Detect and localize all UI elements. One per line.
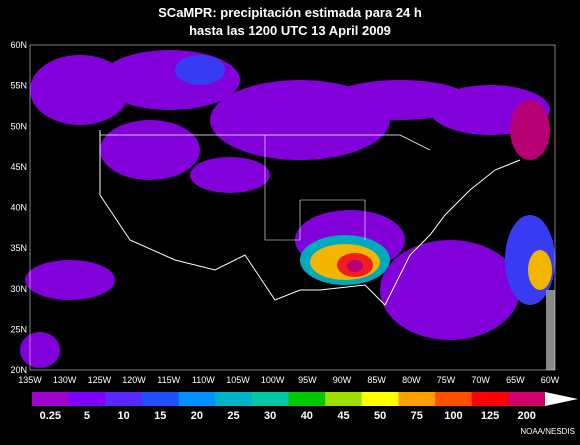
coastline [99, 130, 521, 306]
colorbar-swatch [68, 392, 106, 406]
colorbar-swatch [32, 392, 70, 406]
lon-label: 95W [298, 375, 317, 385]
border [100, 134, 431, 151]
colorbar-swatch [361, 392, 399, 406]
lon-label: 85W [367, 375, 386, 385]
lon-label: 60W [541, 375, 560, 385]
colorbar-swatch [178, 392, 216, 406]
colorbar-label: 125 [481, 410, 499, 422]
lat-label: 55N [10, 81, 27, 91]
colorbar-swatch [288, 392, 326, 406]
credit: NOAA/NESDIS [520, 427, 575, 436]
lat-label: 30N [10, 284, 27, 294]
lat-label: 20N [10, 365, 27, 375]
colorbar-label: 15 [154, 410, 166, 422]
colorbar-label: 20 [191, 410, 203, 422]
lon-label: 120W [122, 375, 146, 385]
lon-label: 105W [226, 375, 250, 385]
lon-label: 65W [506, 375, 525, 385]
state-lines [264, 135, 366, 241]
colorbar-label: 100 [444, 410, 462, 422]
lon-label: 100W [261, 375, 285, 385]
colorbar-label: 10 [117, 410, 129, 422]
colorbar-swatch [435, 392, 473, 406]
lon-label: 130W [53, 375, 77, 385]
colorbar-swatch [325, 392, 363, 406]
lat-label: 35N [10, 243, 27, 253]
colorbar-label: 45 [337, 410, 349, 422]
colorbar: 0.25 5 10 15 20 25 30 40 45 50 75 100 125 200 [32, 392, 578, 422]
colorbar-label: 40 [301, 410, 313, 422]
colorbar-label: 75 [411, 410, 423, 422]
title: SCaMPR: precipitación estimada para 24 h [158, 5, 422, 20]
lon-label: 75W [437, 375, 456, 385]
lon-label: 110W [192, 375, 215, 385]
colorbar-swatch [398, 392, 436, 406]
lon-label: 90W [333, 375, 352, 385]
map-border [29, 44, 556, 371]
colorbar-swatch [471, 392, 509, 406]
colorbar-label: 5 [84, 410, 90, 422]
colorbar-label: 25 [227, 410, 239, 422]
lat-label: 25N [10, 324, 27, 334]
lat-label: 40N [10, 203, 27, 213]
colorbar-swatch [508, 392, 546, 406]
lon-label: 135W [18, 375, 42, 385]
colorbar-label: 0.25 [40, 410, 61, 422]
lon-label: 70W [471, 375, 490, 385]
lon-label: 115W [157, 375, 180, 385]
lat-label: 45N [10, 162, 27, 172]
colorbar-swatch [215, 392, 253, 406]
lat-label: 60N [10, 40, 27, 50]
lon-label: 125W [88, 375, 112, 385]
no-data [546, 290, 555, 370]
colorbar-arrow [545, 392, 578, 406]
subtitle: hasta las 1200 UTC 13 April 2009 [189, 23, 391, 38]
colorbar-swatch [251, 392, 289, 406]
colorbar-swatch [141, 392, 180, 406]
lat-label: 50N [10, 121, 27, 131]
lon-label: 80W [402, 375, 421, 385]
colorbar-label: 50 [374, 410, 386, 422]
colorbar-label: 30 [264, 410, 276, 422]
colorbar-swatch [105, 392, 143, 406]
colorbar-label: 200 [517, 410, 535, 422]
